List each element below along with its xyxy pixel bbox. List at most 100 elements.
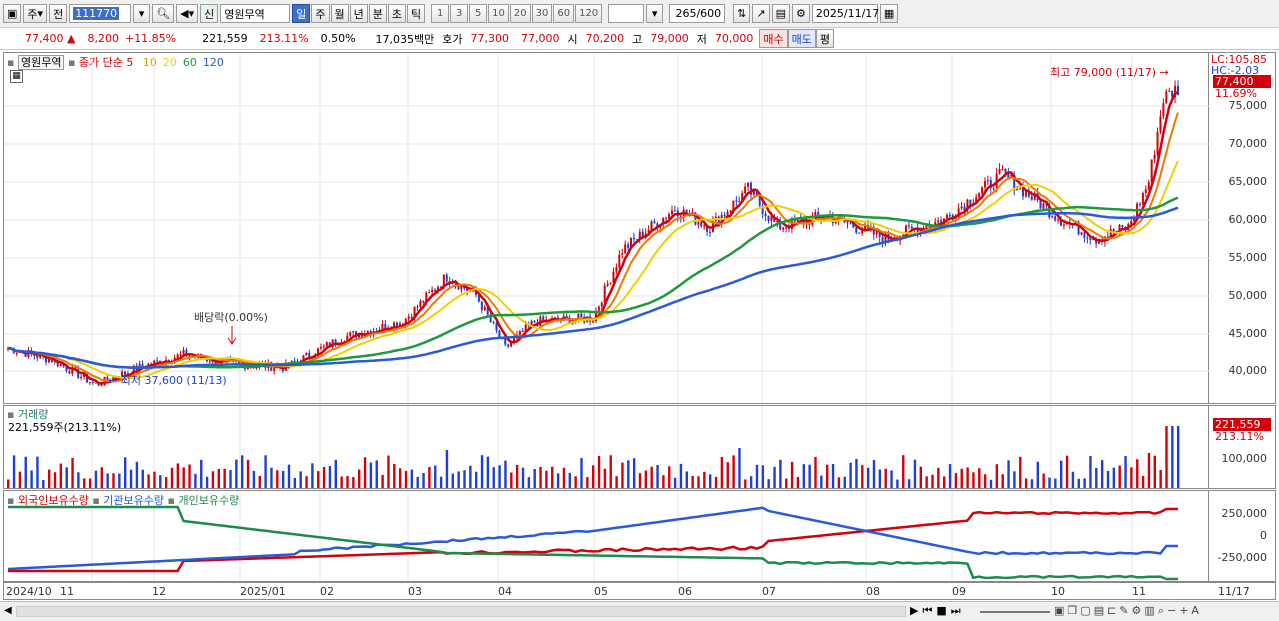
speaker-icon[interactable]: ◀▾ (176, 4, 199, 23)
period-tab[interactable]: 틱 (407, 4, 426, 23)
candle-body (796, 218, 799, 222)
candle-body (62, 364, 65, 367)
volume-bar (205, 476, 209, 488)
volume-bar (983, 474, 987, 488)
stock-code-input[interactable]: 111770 (69, 4, 132, 23)
avg-button[interactable]: 평 (815, 29, 835, 48)
holdings-tick-zero: 0 (1260, 529, 1267, 542)
scroll-track[interactable] (16, 606, 906, 617)
chart-icon[interactable]: ▤ (1093, 604, 1105, 617)
volume-bar (410, 469, 414, 488)
next-icon[interactable]: ▶ (910, 604, 919, 617)
volume-bar (276, 470, 279, 488)
stock-name-label[interactable]: 영원무역 (17, 55, 65, 70)
candle-body (884, 233, 887, 243)
zoom-slider[interactable] (980, 611, 1050, 613)
candle-body (630, 237, 633, 248)
period-tab[interactable]: 분 (368, 4, 387, 23)
line-icon[interactable]: ⊏ (1107, 604, 1117, 617)
candle-body (1112, 229, 1115, 233)
candle-body (992, 188, 995, 190)
zoom-in-icon[interactable]: + (1179, 604, 1189, 617)
x-axis-label: 10 (1051, 585, 1065, 598)
interval-tab[interactable]: 60 (553, 4, 575, 23)
chart-type-icon[interactable]: ⇅ (733, 4, 751, 23)
volume-bar (118, 473, 121, 488)
mode-select[interactable]: 주 ▾ (23, 4, 48, 23)
candle-body (621, 253, 624, 255)
period-tab[interactable]: 초 (387, 4, 407, 23)
candle-body (328, 342, 331, 348)
scroll-left-icon[interactable]: ◀ (4, 605, 12, 616)
calendar-icon[interactable]: ▦ (879, 4, 899, 23)
layout-icon[interactable]: ▣ (3, 4, 22, 23)
save-icon[interactable]: ▥ (1144, 604, 1155, 617)
volume-bar (574, 476, 577, 488)
candle-body (638, 231, 641, 240)
interval-custom-input[interactable] (608, 4, 645, 23)
volume-bar (1013, 471, 1016, 488)
draw-tool-icon[interactable]: ↗ (752, 4, 770, 23)
settings-icon[interactable]: ⚙ (1131, 604, 1142, 617)
candle-body (966, 199, 969, 211)
volume-bar (1165, 426, 1168, 488)
candle-body (647, 230, 650, 234)
candle-body (782, 227, 785, 230)
period-tab[interactable]: 년 (349, 4, 368, 23)
forward-icon[interactable]: ⏭ (950, 604, 961, 617)
search-icon[interactable]: 🔍︎ (152, 4, 175, 23)
volume-bar (1060, 460, 1063, 488)
interval-tab[interactable]: 30 (531, 4, 553, 23)
interval-tab[interactable]: 3 (450, 4, 469, 23)
volume-bar (533, 468, 536, 488)
volume-bar (164, 477, 168, 488)
interval-dropdown-icon[interactable]: ▾ (646, 4, 664, 23)
stop-icon[interactable]: ■ (936, 604, 947, 617)
count-input[interactable]: 265/600 (669, 4, 726, 23)
candle-body (510, 343, 513, 347)
volume-bar (621, 462, 624, 488)
buy-button[interactable]: 매수 (759, 29, 788, 48)
interval-tab[interactable]: 1 (431, 4, 450, 23)
volume-bar (562, 467, 566, 488)
interval-tab[interactable]: 10 (488, 4, 509, 23)
volume-bar (1136, 459, 1139, 488)
low-annotation: ← 최저 37,600 (11/13) (108, 374, 227, 387)
volume-bar (749, 476, 753, 488)
sell-button[interactable]: 매도 (787, 29, 816, 48)
price-chart-pane[interactable]: ▪ 영원무역 ▪ 종가 단순 5 10 20 60 120 ▦ 최고 79,000 (… (3, 52, 1210, 404)
prev-button[interactable]: 전 (49, 4, 68, 23)
volume-bar (720, 456, 724, 488)
volume-bar (627, 460, 630, 488)
code-dropdown-icon[interactable]: ▾ (133, 4, 151, 23)
grid-icon[interactable]: ▣ (1054, 604, 1065, 617)
holdings-pane[interactable]: ▪ 외국인보유수량 ▪ 기관보유수량 ▪ 개인보유수량 (3, 490, 1209, 582)
candle-body (653, 221, 656, 224)
period-tab[interactable]: 월 (330, 4, 349, 23)
table-toggle-icon[interactable]: ▦ (10, 70, 23, 83)
rewind-icon[interactable]: ⏮ (922, 604, 933, 617)
gear-icon[interactable]: ⚙ (792, 4, 810, 23)
volume-bar (1089, 456, 1092, 488)
copy-icon[interactable]: ❐ (1067, 604, 1078, 617)
print-icon[interactable]: ▤ (771, 4, 791, 23)
zoom-icon[interactable]: ⌕ (1157, 604, 1164, 617)
interval-tab[interactable]: 120 (575, 4, 603, 23)
interval-tab[interactable]: 20 (509, 4, 531, 23)
candle-body (1016, 188, 1019, 191)
text-icon[interactable]: A (1191, 604, 1199, 617)
candle-body (1060, 219, 1062, 226)
stock-name-field[interactable]: 영원무역 (220, 4, 291, 23)
period-tab[interactable]: 일 (292, 4, 311, 23)
date-input[interactable]: 2025/11/17 (811, 4, 879, 23)
edit-icon[interactable]: ✎ (1119, 604, 1129, 617)
open-label: 시 (567, 32, 578, 46)
window-icon[interactable]: ▢ (1080, 604, 1091, 617)
zoom-out-icon[interactable]: − (1166, 604, 1177, 617)
volume-bar (100, 467, 103, 488)
volume-bar (241, 455, 244, 488)
period-tab[interactable]: 주 (311, 4, 330, 23)
interval-tab[interactable]: 5 (469, 4, 488, 23)
volume-pane[interactable]: ▪ 거래량 221,559주(213.11%) (3, 405, 1209, 489)
